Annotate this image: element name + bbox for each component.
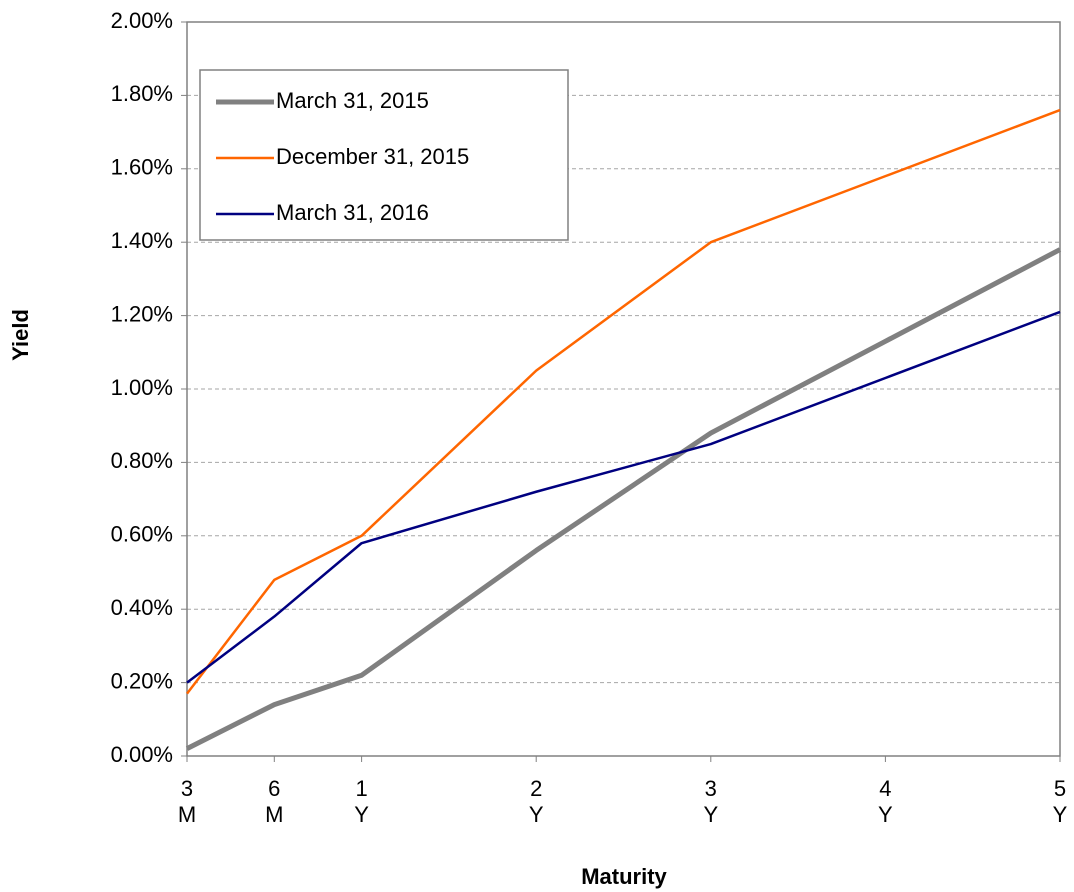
- x-tick-label: 3 Y: [703, 776, 719, 827]
- legend-label: March 31, 2015: [276, 88, 429, 113]
- series-line: [185, 247, 1062, 751]
- y-tick-label: 1.20%: [111, 301, 173, 326]
- x-tick-label: 2 Y: [528, 776, 544, 827]
- y-tick-label: 1.00%: [111, 375, 173, 400]
- y-tick-label: 0.20%: [111, 668, 173, 693]
- x-tick-label: 4 Y: [878, 776, 893, 827]
- y-tick-label: 2.00%: [111, 8, 173, 33]
- x-tick-label: 5 Y: [1052, 776, 1068, 827]
- y-tick-label: 0.60%: [111, 522, 173, 547]
- y-tick-label: 0.80%: [111, 448, 173, 473]
- y-tick-label: 0.00%: [111, 742, 173, 767]
- y-tick-label: 1.80%: [111, 81, 173, 106]
- plot-border: [186, 21, 1061, 757]
- legend-box: [199, 69, 569, 241]
- series-line: [186, 310, 1061, 684]
- x-tick-label: 1 Y: [354, 776, 369, 827]
- x-axis-title: Maturity: [581, 864, 667, 889]
- x-tick-label: 3 M: [177, 776, 197, 827]
- x-tick-label: 6 M: [265, 776, 284, 827]
- legend-label: December 31, 2015: [276, 144, 469, 169]
- series-line: [186, 108, 1061, 695]
- y-axis-title: Yield: [8, 309, 33, 361]
- y-tick-label: 0.40%: [111, 595, 173, 620]
- y-tick-label: 1.60%: [111, 155, 173, 180]
- legend-label: March 31, 2016: [276, 200, 429, 225]
- y-tick-label: 1.40%: [111, 228, 173, 253]
